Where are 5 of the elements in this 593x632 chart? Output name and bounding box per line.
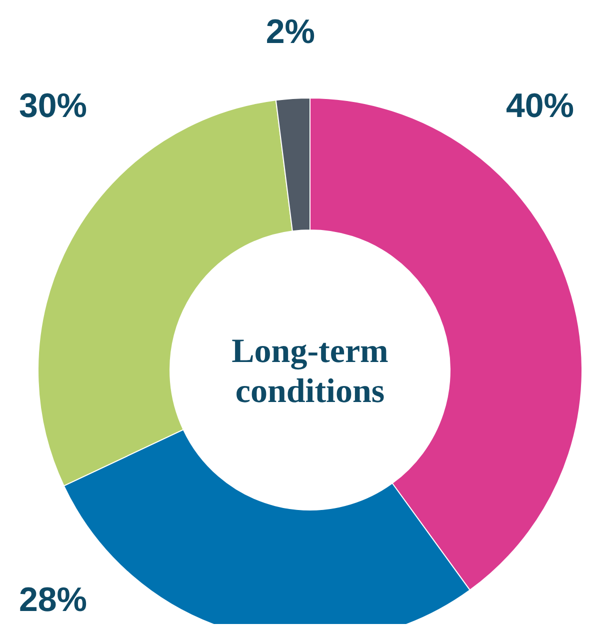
- data-label: 28%: [18, 580, 88, 619]
- data-label: 40%: [506, 86, 574, 125]
- data-label: 30%: [18, 86, 88, 125]
- data-label: 2%: [266, 12, 315, 51]
- text: Long-term conditions: [232, 333, 388, 410]
